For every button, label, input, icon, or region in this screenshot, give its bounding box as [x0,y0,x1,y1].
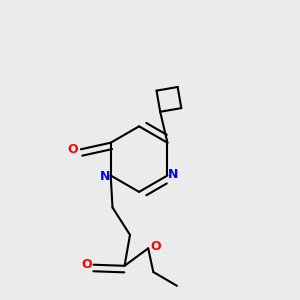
Text: O: O [68,143,78,156]
Text: O: O [81,258,92,271]
Text: N: N [168,167,178,181]
Text: O: O [150,240,161,253]
Text: N: N [100,170,110,183]
